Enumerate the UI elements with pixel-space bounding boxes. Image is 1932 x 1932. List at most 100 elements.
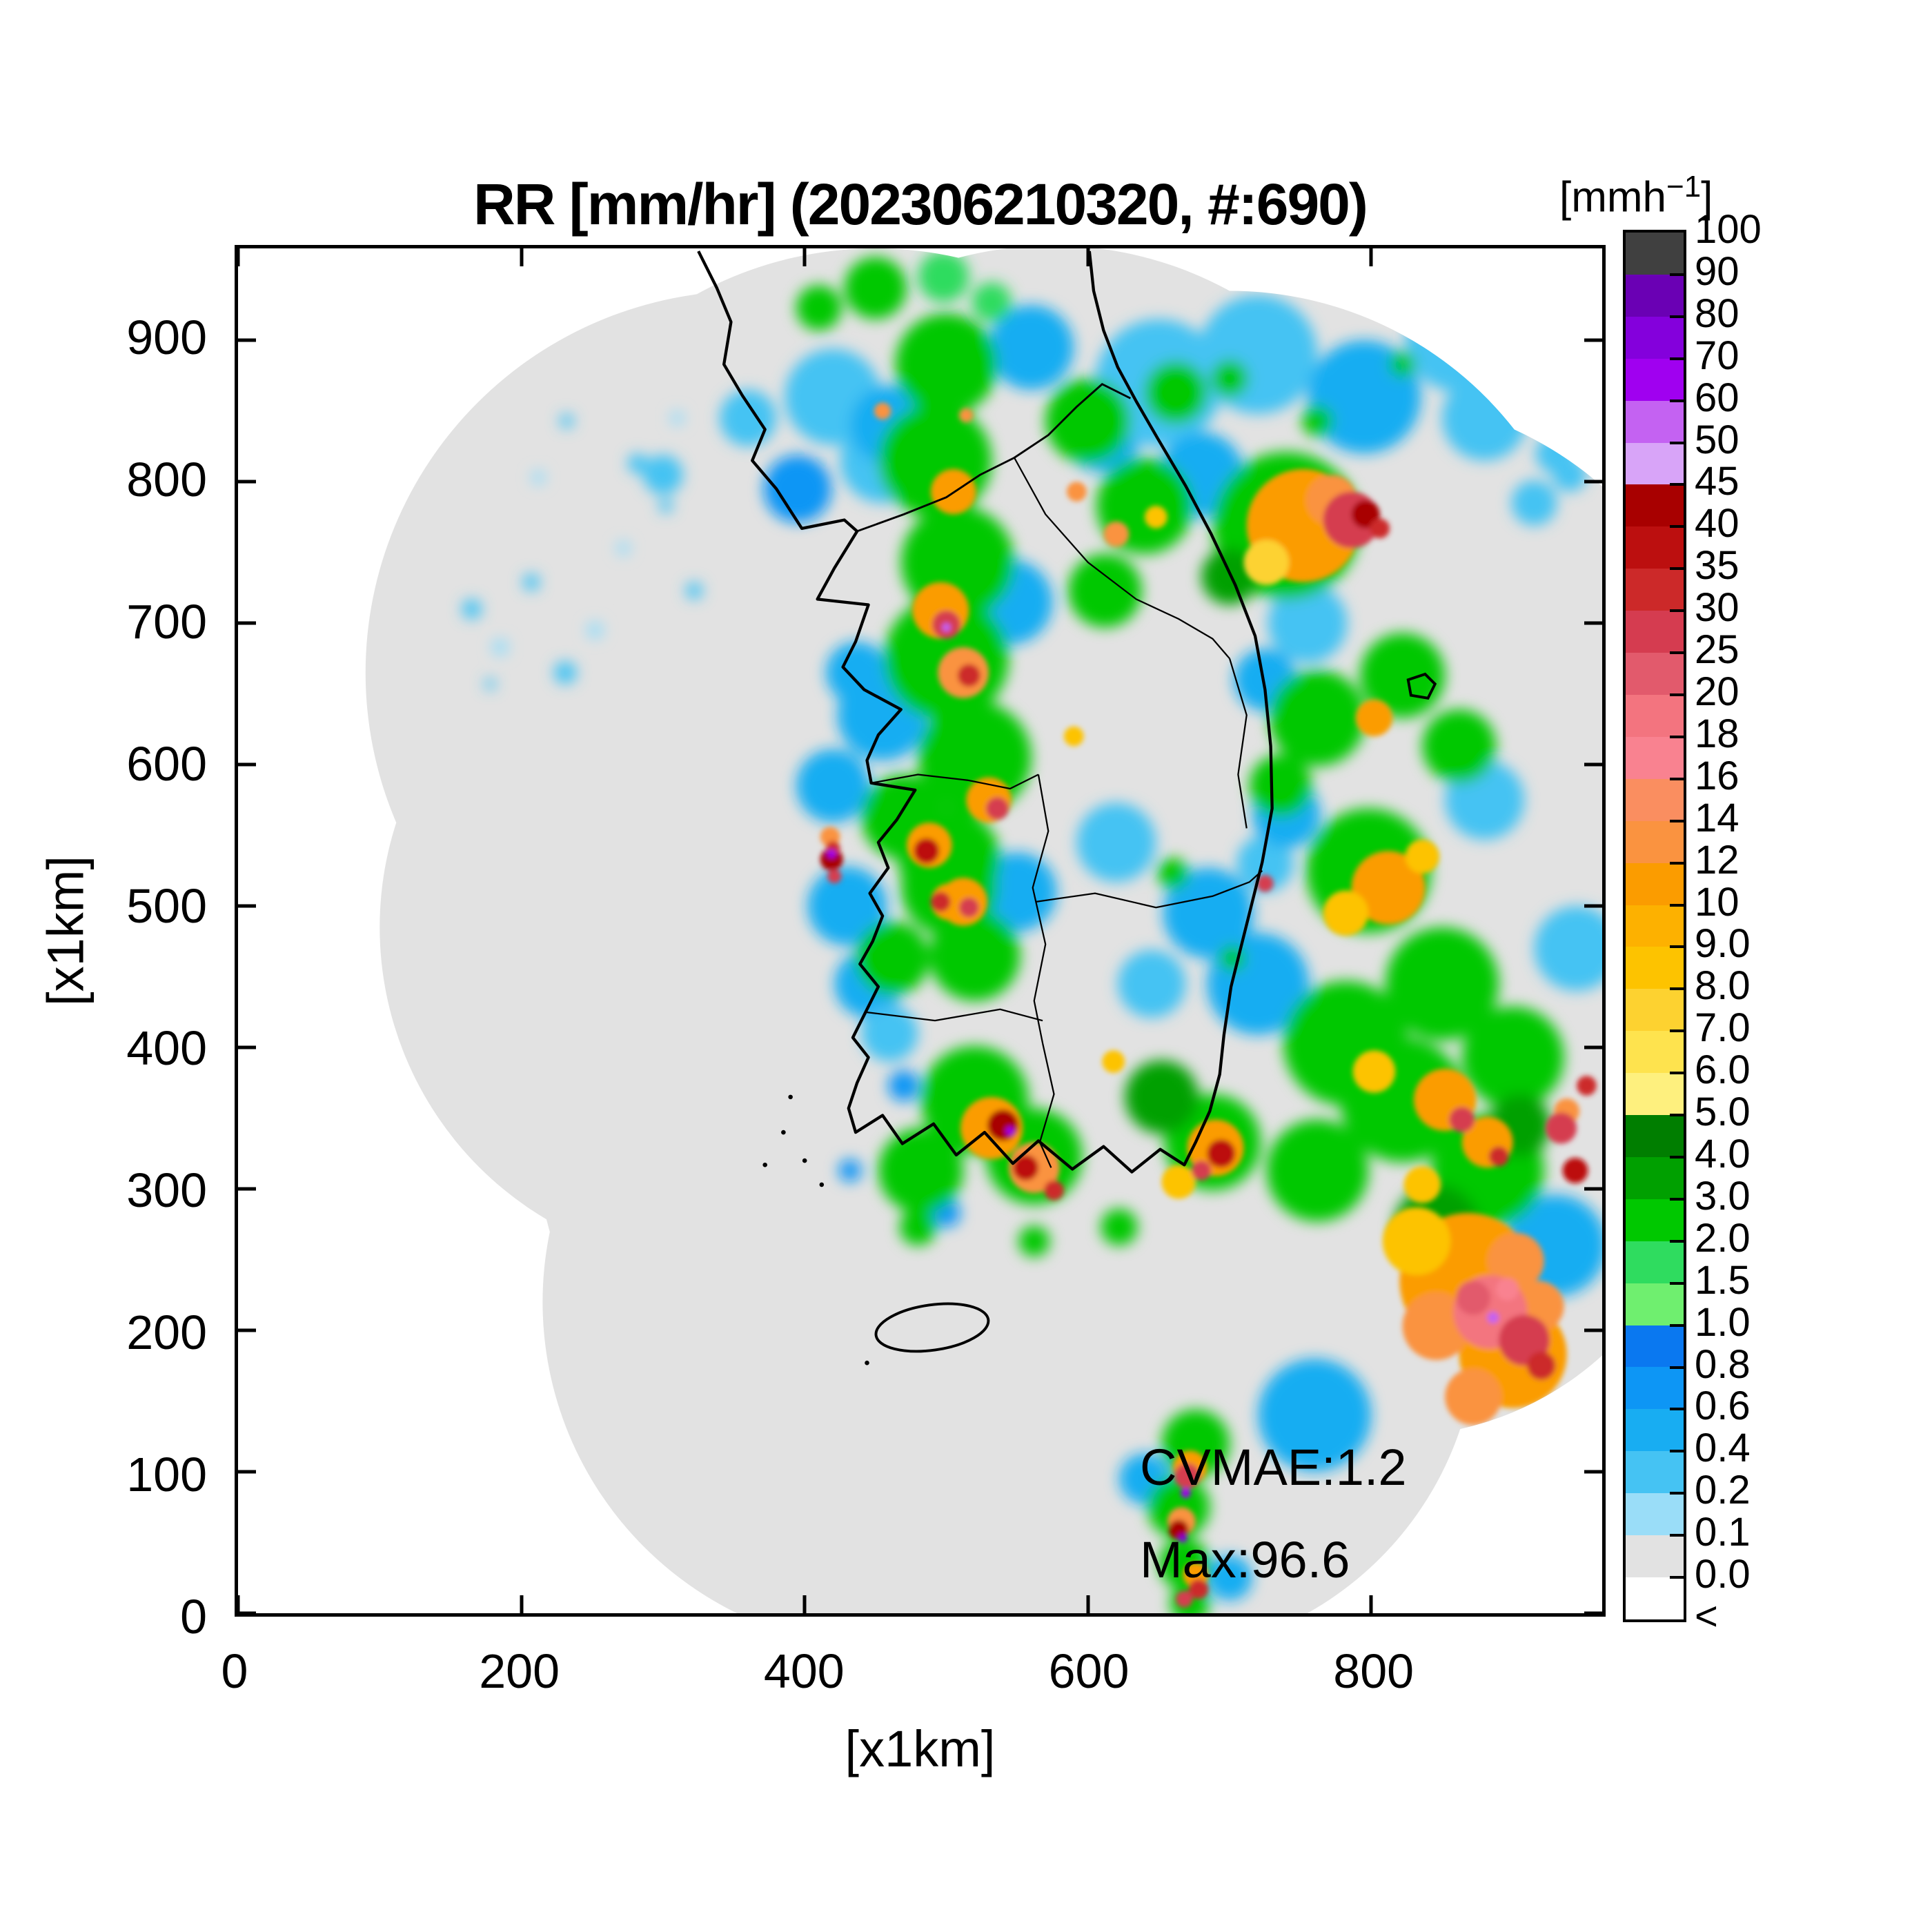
colorbar-tick <box>1670 1281 1684 1285</box>
colorbar-tick-label: 10 <box>1695 879 1739 925</box>
colorbar-tick-label: 3.0 <box>1695 1173 1751 1219</box>
colorbar-segment <box>1626 1241 1684 1283</box>
colorbar-tick <box>1670 693 1684 696</box>
colorbar-tick <box>1670 1408 1684 1411</box>
colorbar-tick-label: 25 <box>1695 627 1739 673</box>
province-boundary <box>1228 658 1248 829</box>
y-tick <box>238 904 256 908</box>
x-tick <box>802 1595 807 1613</box>
colorbar-segment <box>1626 1031 1684 1074</box>
colorbar-tick <box>1670 1114 1684 1117</box>
colorbar-tick-label: 7.0 <box>1695 1005 1751 1051</box>
y-tick <box>238 621 256 625</box>
colorbar-tick <box>1670 987 1684 991</box>
colorbar-tick <box>1670 1366 1684 1369</box>
colorbar-segment <box>1626 526 1684 569</box>
colorbar-tick-label: 9.0 <box>1695 921 1751 967</box>
y-tick <box>1584 1328 1602 1332</box>
colorbar <box>1623 230 1686 1622</box>
x-tick-label: 600 <box>1048 1644 1130 1698</box>
y-tick-label: 700 <box>126 594 207 649</box>
colorbar-tick <box>1670 357 1684 360</box>
colorbar-segment <box>1626 1367 1684 1410</box>
colorbar-segment <box>1626 569 1684 611</box>
x-axis-label: [x1km] <box>845 1720 996 1777</box>
colorbar-segment <box>1626 442 1684 485</box>
y-tick <box>1584 338 1602 342</box>
y-tick <box>1584 480 1602 484</box>
y-tick-label: 500 <box>126 878 207 933</box>
coastline <box>697 250 1274 1174</box>
colorbar-tick <box>1670 1576 1684 1579</box>
colorbar-tick-label: 1.5 <box>1695 1257 1751 1303</box>
colorbar-tick <box>1670 1156 1684 1159</box>
colorbar-tick <box>1670 567 1684 571</box>
colorbar-tick <box>1670 1239 1684 1243</box>
colorbar-unit-label: [mmh−1] <box>1559 170 1713 222</box>
colorbar-tick-label: 0.1 <box>1695 1510 1751 1555</box>
precip-cell-blobs <box>820 402 1597 1608</box>
colorbar-segment <box>1626 862 1684 905</box>
colorbar-segment <box>1626 778 1684 821</box>
colorbar-segment <box>1626 820 1684 863</box>
x-tick-label: 0 <box>221 1644 248 1698</box>
colorbar-segment <box>1626 316 1684 359</box>
x-tick <box>1086 248 1090 266</box>
y-tick-label: 0 <box>180 1590 207 1644</box>
colorbar-segment <box>1626 905 1684 947</box>
cvmae-annotation: CVMAE:1.2 <box>1140 1439 1407 1496</box>
colorbar-tick <box>1670 1323 1684 1327</box>
colorbar-tick-label: 0.6 <box>1695 1383 1751 1429</box>
x-tick <box>236 1595 240 1613</box>
colorbar-tick <box>1670 945 1684 949</box>
colorbar-tick-label: 90 <box>1695 248 1739 294</box>
colorbar-tick-label: 16 <box>1695 753 1739 798</box>
colorbar-tick <box>1670 483 1684 486</box>
province-boundary <box>1032 774 1049 1044</box>
y-tick <box>238 1328 256 1332</box>
unit-prefix: [mmh <box>1559 173 1666 221</box>
y-tick-label: 400 <box>126 1021 207 1075</box>
x-tick <box>520 248 524 266</box>
colorbar-segment <box>1626 1451 1684 1494</box>
colorbar-tick <box>1670 651 1684 655</box>
colorbar-tick-label: < <box>1695 1594 1718 1639</box>
province-boundary <box>871 773 1039 790</box>
colorbar-tick-label: 5.0 <box>1695 1090 1751 1135</box>
colorbar-tick-label: 0.2 <box>1695 1468 1751 1513</box>
province-boundary <box>865 1008 1043 1022</box>
y-tick <box>238 1470 256 1474</box>
colorbar-tick-label: 4.0 <box>1695 1132 1751 1176</box>
colorbar-tick-label: 45 <box>1695 459 1739 504</box>
islet-dot <box>781 1130 786 1135</box>
y-tick-label: 100 <box>126 1447 207 1501</box>
colorbar-segment <box>1626 1325 1684 1368</box>
islet-dot <box>819 1182 825 1187</box>
colorbar-tick-label: 50 <box>1695 417 1739 462</box>
y-tick <box>1584 1045 1602 1049</box>
colorbar-tick-label: 2.0 <box>1695 1215 1751 1261</box>
colorbar-tick <box>1670 441 1684 444</box>
y-tick <box>238 480 256 484</box>
colorbar-segment <box>1626 1493 1684 1536</box>
colorbar-tick-label: 30 <box>1695 585 1739 631</box>
colorbar-tick <box>1670 1029 1684 1033</box>
province-boundary <box>1038 1043 1055 1168</box>
x-tick-label: 400 <box>763 1644 845 1698</box>
colorbar-tick-labels: 100 90 80 70 60 50 45 40 35 30 25 20 18 16 14 12 10 9.0 8.… <box>1695 210 1860 1637</box>
colorbar-segment <box>1626 989 1684 1032</box>
colorbar-segment <box>1626 1535 1684 1577</box>
colorbar-tick <box>1670 1197 1684 1201</box>
y-tick-label: 600 <box>126 736 207 791</box>
colorbar-tick-label: 6.0 <box>1695 1047 1751 1093</box>
colorbar-tick-label: 0.0 <box>1695 1552 1751 1597</box>
chart-title: RR [mm/hr] (202306210320, #:690) <box>473 172 1368 237</box>
colorbar-tick <box>1670 1450 1684 1453</box>
colorbar-tick <box>1670 525 1684 529</box>
colorbar-segment <box>1626 1199 1684 1241</box>
colorbar-tick-label: 35 <box>1695 543 1739 589</box>
colorbar-tick <box>1670 1072 1684 1075</box>
colorbar-tick-label: 0.4 <box>1695 1426 1751 1471</box>
colorbar-segment <box>1626 358 1684 401</box>
colorbar-tick-label: 60 <box>1695 375 1739 420</box>
